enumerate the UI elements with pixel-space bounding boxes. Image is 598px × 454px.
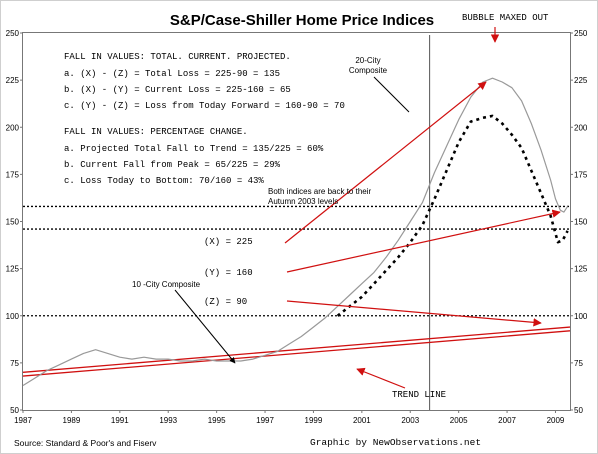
fall-line-b: b. (X) - (Y) = Current Loss = 225-160 = … [64,85,291,95]
x-tick-label: 1989 [63,416,81,425]
y-tick-label-right: 250 [574,29,588,38]
chart-title: S&P/Case-Shiller Home Price Indices [170,12,434,29]
arrow-y-to-now [286,209,561,273]
fall-line-a: a. (X) - (Z) = Total Loss = 225-90 = 135 [64,69,280,79]
y-tick-label-left: 200 [6,123,20,132]
y-tick-label-right: 75 [574,359,583,368]
y-tick-label-right: 200 [574,123,588,132]
x-tick-label: 2003 [401,416,419,425]
label-20city-line2: Composite [349,66,388,75]
trend-line-1 [22,326,571,373]
series-line-10-city [22,77,569,387]
arrow-trend-label [356,367,406,389]
x-tick-label: 2005 [450,416,468,425]
y-tick-label-left: 125 [6,265,20,274]
annotation-block: FALL IN VALUES: TOTAL. CURRENT. PROJECTE… [64,52,345,186]
y-tick-label-left: 225 [6,76,20,85]
x-tick-label: 1987 [14,416,32,425]
y-tick-label-left: 50 [10,406,19,415]
y-tick-label-right: 225 [574,76,588,85]
reference-lines [23,35,570,410]
series-lines [22,77,569,387]
y-tick-label-left: 150 [6,218,20,227]
y-tick-label-right: 150 [574,218,588,227]
y-tick-label-right: 175 [574,170,588,179]
bubble-label: BUBBLE MAXED OUT [462,13,549,23]
label-10city: 10 -City Composite [132,280,201,289]
fall-header-percent: FALL IN VALUES: PERCENTAGE CHANGE. [64,127,248,137]
arrow-20city-label [373,76,410,113]
axis-ticks: 50 50 75 75 100 100 125 125 150 150 175 175 200 200 22… [6,29,588,425]
x-tick-label: 1991 [111,416,129,425]
y-tick-label-right: 100 [574,312,588,321]
trend-lines [22,326,571,377]
label-y-160: (Y) = 160 [204,268,253,278]
y-tick-label-left: 75 [10,359,19,368]
label-20city-line1: 20-City [355,56,380,65]
fall-header-total: FALL IN VALUES: TOTAL. CURRENT. PROJECTE… [64,52,291,62]
x-tick-label: 2007 [498,416,516,425]
source-note: Source: Standard & Poor's and Fiserv [14,438,157,448]
xyz-labels: (X) = 225 (Y) = 160 (Z) = 90 TREND LINE [204,237,446,400]
x-tick-label: 1995 [208,416,226,425]
y-tick-label-right: 50 [574,406,583,415]
pct-line-a: a. Projected Total Fall to Trend = 135/2… [64,144,324,154]
trend-line-0 [22,330,571,377]
label-z-90: (Z) = 90 [204,297,247,307]
arrow-z-to-trend [286,300,542,327]
label-x-225: (X) = 225 [204,237,253,247]
x-tick-label: 1993 [159,416,177,425]
x-tick-label: 1997 [256,416,274,425]
series-labels: Both indices are back to their Autumn 20… [132,56,388,289]
back-note-line2: Autumn 2003 levels [268,197,338,206]
x-tick-label: 1999 [305,416,323,425]
credit-note: Graphic by NewObservations.net [310,437,481,448]
arrow-10city-label [174,289,236,364]
pct-line-b: b. Current Fall from Peak = 65/225 = 29% [64,160,281,170]
series-line-20-city [336,114,569,317]
y-tick-label-left: 250 [6,29,20,38]
pct-line-c: c. Loss Today to Bottom: 70/160 = 43% [64,176,264,186]
back-note-line1: Both indices are back to their [268,187,372,196]
annotation-arrows [174,27,561,389]
trend-line-label: TREND LINE [392,390,446,400]
y-tick-label-left: 100 [6,312,20,321]
y-tick-label-right: 125 [574,265,588,274]
arrow-x-to-peak [284,81,487,244]
x-tick-label: 2009 [547,416,565,425]
x-tick-label: 2001 [353,416,371,425]
y-tick-label-left: 175 [6,170,20,179]
fall-line-c: c. (Y) - (Z) = Loss from Today Forward =… [64,101,345,111]
